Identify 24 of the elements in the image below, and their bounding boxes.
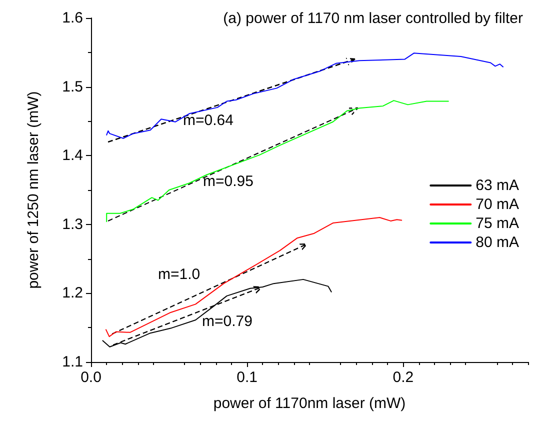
legend-label: 70 mA — [476, 196, 520, 213]
legend-label: 75 mA — [476, 215, 520, 232]
x-tick-label: 0.1 — [236, 369, 258, 386]
legend-label: 63 mA — [476, 177, 520, 194]
y-tick-label: 1.1 — [62, 354, 83, 370]
annotation: m=1.0 — [158, 266, 200, 283]
x-tick-label: 0.2 — [392, 369, 414, 386]
line-series — [106, 52, 504, 139]
y-tick-label: 1.6 — [62, 10, 83, 26]
annotation: m=0.79 — [202, 313, 252, 330]
line-series — [105, 217, 402, 338]
chart-title: (a) power of 1170 nm laser controlled by filter — [223, 10, 524, 27]
y-axis-title: power of 1250 nm laser (mW) — [25, 91, 42, 289]
y-tick-label: 1.4 — [62, 147, 83, 164]
line-series — [102, 278, 332, 348]
x-tick-label: 0.0 — [80, 369, 102, 386]
y-tick-label: 1.2 — [62, 284, 83, 302]
y-tick-label: 1.5 — [62, 78, 83, 96]
annotation: m=0.64 — [183, 112, 234, 129]
legend-label: 80 mA — [476, 234, 520, 251]
annotation: m=0.95 — [203, 173, 254, 190]
y-tick-label: 1.3 — [62, 216, 83, 233]
line-series — [106, 100, 449, 222]
x-axis-title: power of 1170nm laser (mW) — [213, 395, 406, 412]
